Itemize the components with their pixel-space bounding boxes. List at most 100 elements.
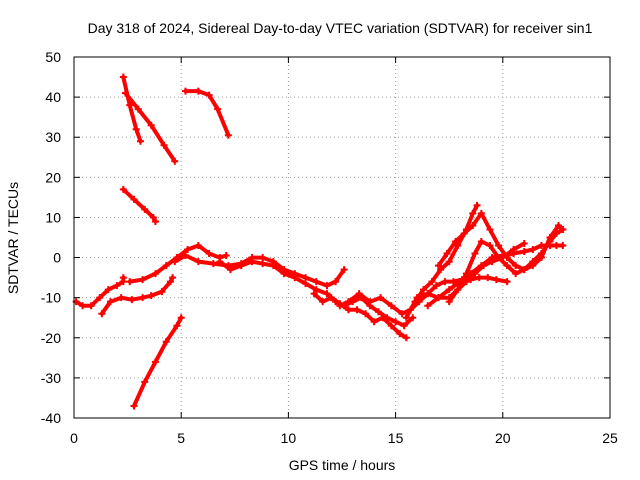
data-point [398, 310, 406, 318]
data-point [443, 250, 451, 258]
data-point [495, 242, 503, 250]
data-point [529, 246, 537, 254]
x-tick-label: 20 [495, 430, 511, 446]
data-point [484, 274, 492, 282]
x-tick-label: 5 [177, 430, 185, 446]
y-tick-label: 10 [45, 209, 61, 225]
data-point [432, 282, 440, 290]
data-point [310, 290, 318, 298]
data-point [411, 298, 419, 306]
data-point [537, 254, 545, 262]
data-point [424, 302, 432, 310]
data-point [488, 254, 496, 262]
series-line-arc-b [123, 91, 177, 164]
data-point [503, 254, 511, 262]
data-point [209, 260, 217, 268]
data-point [486, 225, 494, 233]
data-point [139, 276, 147, 284]
data-point [237, 262, 245, 270]
data-point [555, 221, 563, 229]
data-point [392, 318, 400, 326]
data-point [216, 258, 224, 266]
data-point [119, 274, 127, 282]
data-point [171, 157, 179, 165]
data-point [160, 141, 168, 149]
data-point [291, 274, 299, 282]
data-point [194, 242, 202, 250]
data-point [323, 282, 331, 290]
x-tick-label: 25 [602, 430, 618, 446]
data-point [323, 290, 331, 298]
data-point [214, 105, 222, 113]
data-point [259, 260, 267, 268]
x-axis-label: GPS time / hours [289, 457, 396, 473]
data-point [370, 318, 378, 326]
gridlines [74, 57, 610, 418]
series-line-arc-g [99, 275, 175, 316]
data-point [434, 294, 442, 302]
data-point [469, 209, 477, 217]
data-point [126, 278, 134, 286]
data-point [96, 294, 104, 302]
data-point [130, 402, 138, 410]
data-point [222, 252, 230, 260]
data-point [332, 278, 340, 286]
x-axis-ticks: 0 5 10 15 20 25 [70, 57, 618, 446]
data-point [79, 302, 87, 310]
data-point [512, 262, 520, 270]
data-point [126, 101, 134, 109]
data-point [503, 278, 511, 286]
data-point [184, 246, 192, 254]
data-point [529, 262, 537, 270]
x-tick-label: 15 [388, 430, 404, 446]
data-point [445, 298, 453, 306]
data-point [327, 294, 335, 302]
data-point [119, 185, 127, 193]
data-point [134, 105, 142, 113]
data-point [379, 314, 387, 322]
data-point [344, 306, 352, 314]
data-point [312, 278, 320, 286]
data-point [409, 314, 417, 322]
data-point [520, 266, 528, 274]
data-point [552, 242, 560, 250]
data-point [147, 292, 155, 300]
series-line-arc-q [436, 211, 565, 272]
data-point [128, 296, 136, 304]
data-point [469, 221, 477, 229]
plot-frame [73, 56, 611, 419]
data-point [387, 322, 395, 330]
data-point [149, 213, 157, 221]
data-point [353, 306, 361, 314]
data-point [477, 209, 485, 217]
data-point [441, 278, 449, 286]
data-point [510, 250, 518, 258]
chart-title: Day 318 of 2024, Sidereal Day-to-day VTE… [88, 20, 593, 36]
series-line-arc-a [121, 75, 143, 144]
data-point [400, 322, 408, 330]
data-point [546, 234, 554, 241]
data-point [162, 262, 170, 270]
y-tick-label: -20 [41, 330, 61, 346]
data-point [486, 242, 494, 250]
data-point [224, 131, 232, 139]
data-point [171, 258, 179, 266]
data-point [434, 262, 442, 270]
data-point [362, 310, 370, 318]
data-point [162, 338, 170, 346]
data-point [477, 262, 485, 270]
data-point [302, 274, 310, 282]
data-point [520, 240, 528, 248]
data-point [437, 266, 445, 274]
data-point [177, 314, 185, 322]
data-point [98, 310, 106, 318]
y-tick-label: 0 [53, 250, 61, 266]
data-point [374, 308, 382, 316]
data-point [537, 242, 545, 250]
data-point [340, 266, 348, 274]
x-tick-label: 0 [70, 430, 78, 446]
data-point [194, 87, 202, 95]
data-point [495, 254, 503, 262]
y-tick-label: -10 [41, 290, 61, 306]
